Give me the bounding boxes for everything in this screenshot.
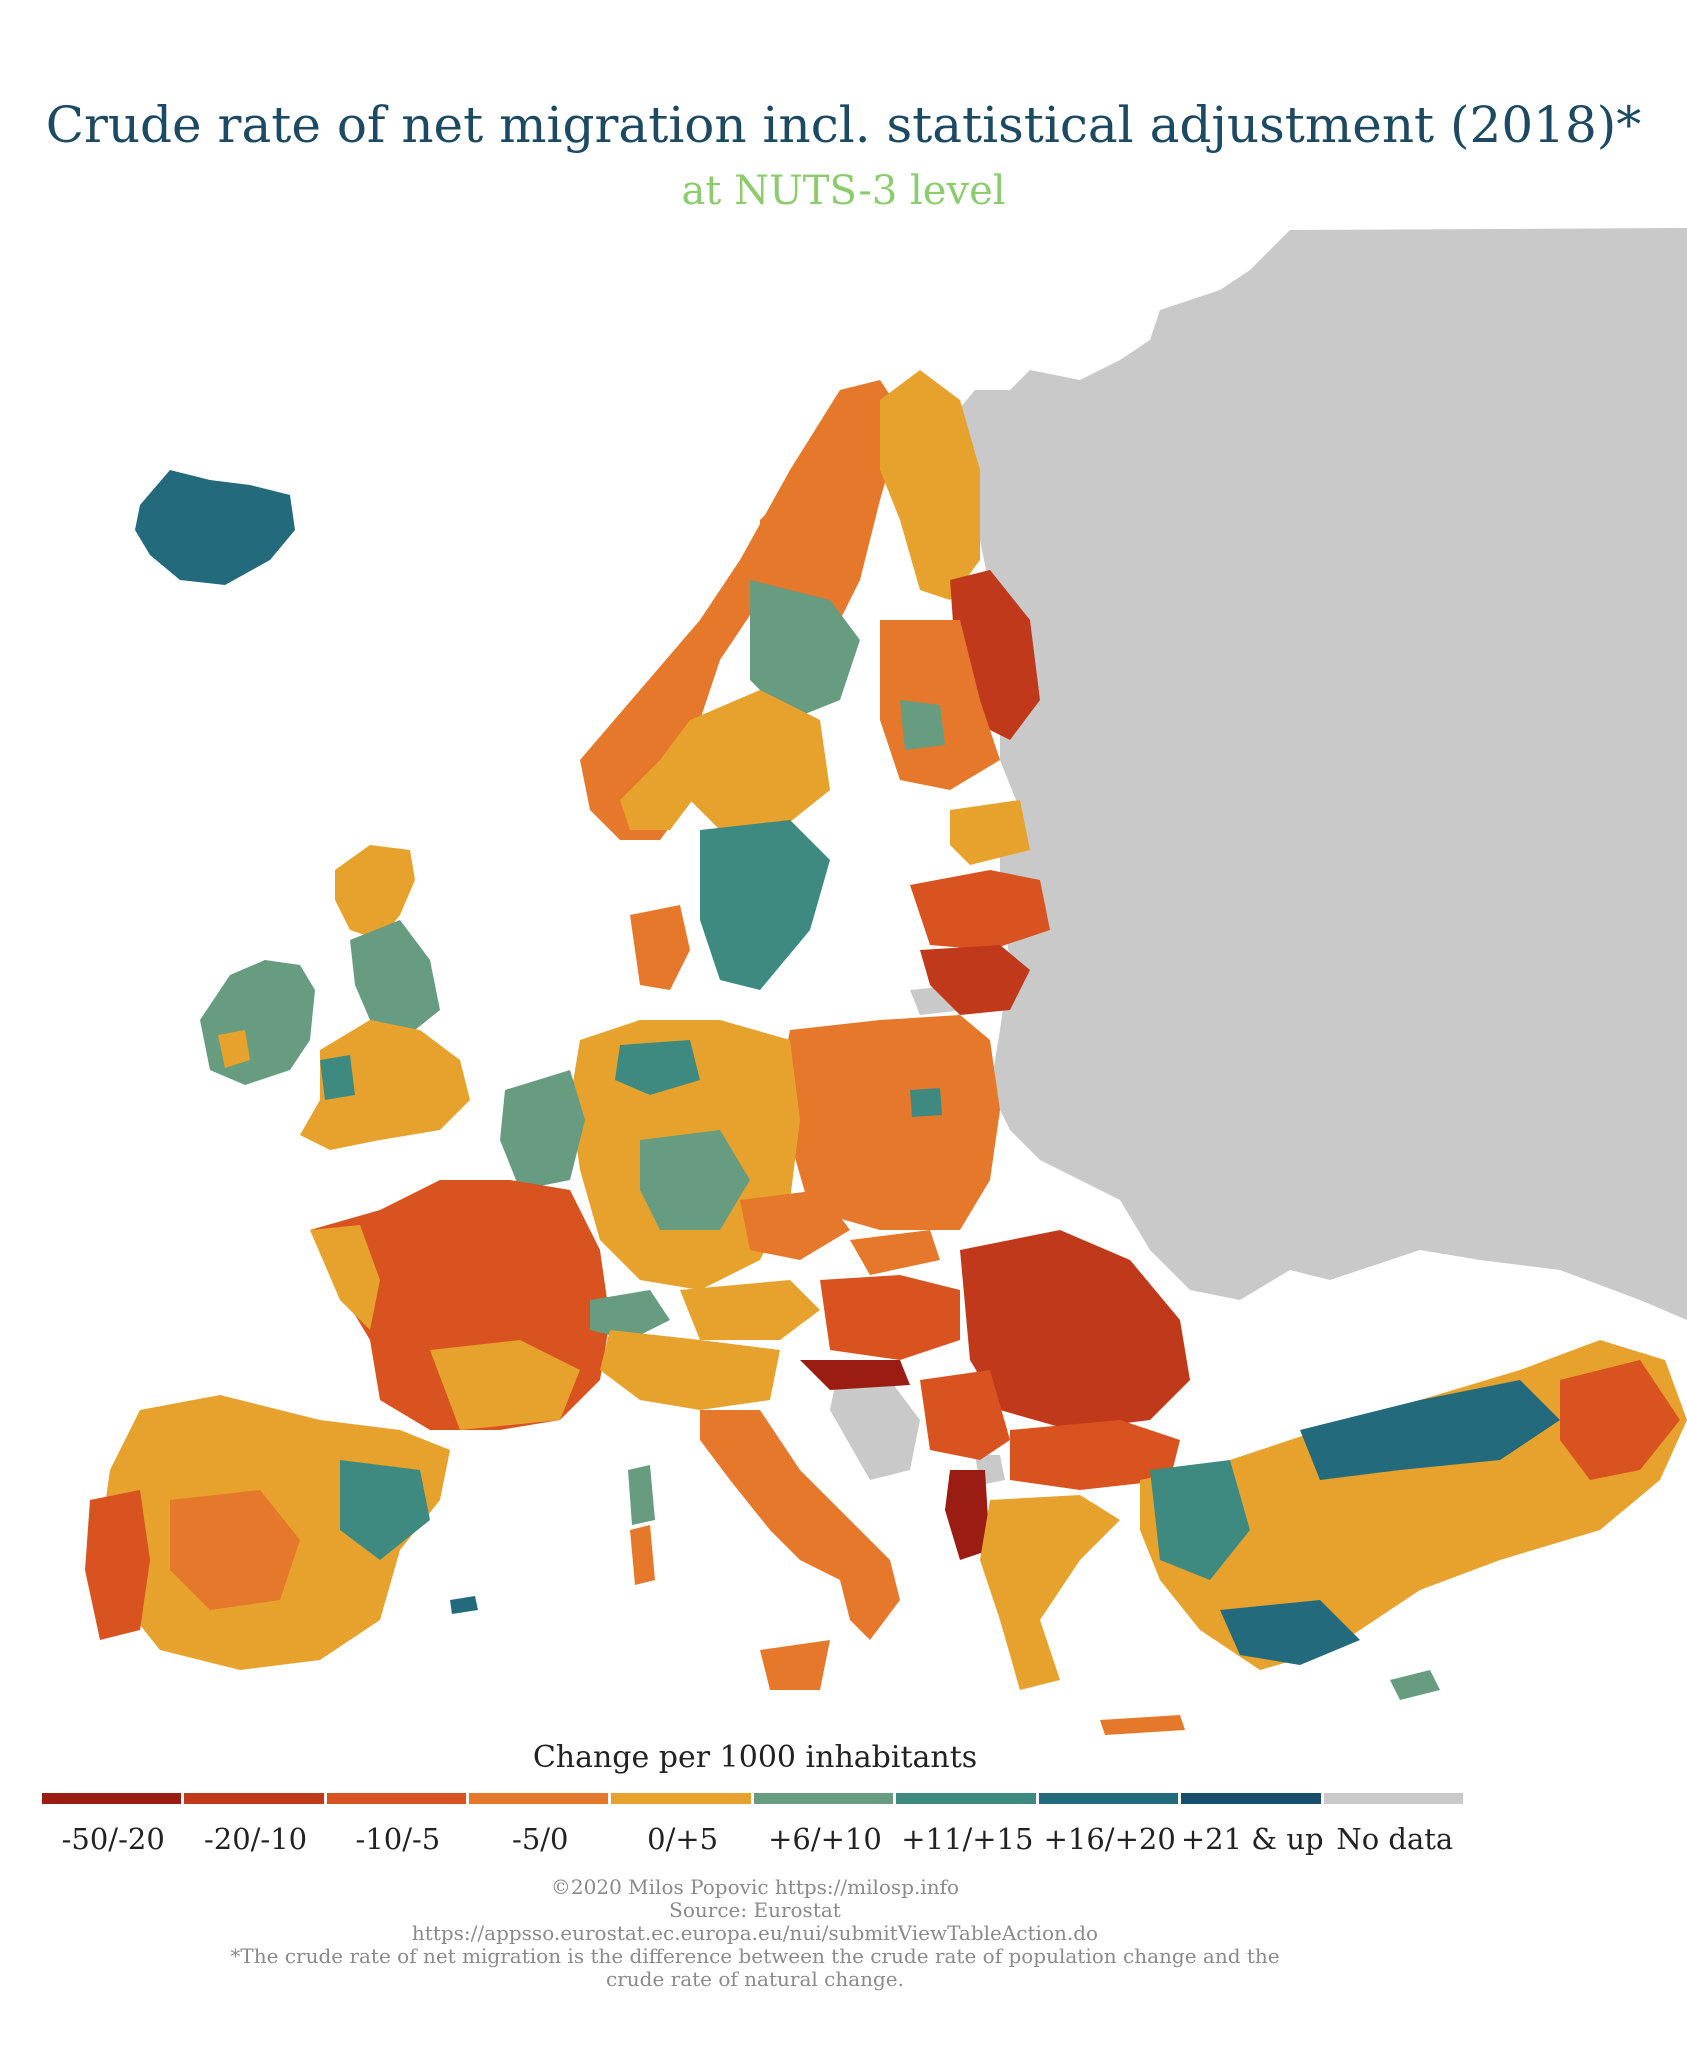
legend-swatch xyxy=(611,1793,754,1804)
legend-swatch xyxy=(469,1793,612,1804)
region-finland-center xyxy=(900,700,945,750)
region-greece xyxy=(980,1495,1120,1690)
region-serbia xyxy=(920,1370,1010,1460)
legend-item: -50/-20 xyxy=(42,1793,185,1856)
region-scotland xyxy=(335,845,415,940)
region-turkey-north xyxy=(1300,1380,1560,1480)
legend-label: +21 & up xyxy=(1180,1822,1324,1856)
region-turkey-east xyxy=(1560,1360,1680,1480)
no-data-region-bosnia xyxy=(830,1380,920,1480)
legend-swatch xyxy=(184,1793,327,1804)
region-benelux xyxy=(500,1070,585,1190)
region-sweden-south xyxy=(700,820,830,990)
region-finland-north xyxy=(880,370,980,600)
region-germany-north xyxy=(615,1040,700,1095)
region-albania xyxy=(945,1470,990,1560)
region-turkey-west xyxy=(1150,1460,1250,1580)
map-title: Crude rate of net migration incl. statis… xyxy=(45,96,1642,154)
region-iceland xyxy=(135,470,295,585)
legend-item: No data xyxy=(1323,1793,1466,1856)
region-slovakia xyxy=(850,1230,940,1275)
region-wales xyxy=(320,1055,355,1100)
legend-item: +21 & up xyxy=(1180,1793,1324,1856)
region-austria xyxy=(680,1280,820,1340)
region-sardinia xyxy=(628,1465,655,1525)
region-romania xyxy=(960,1230,1190,1430)
legend-label: -50/-20 xyxy=(61,1822,165,1856)
region-germany-central xyxy=(640,1130,750,1230)
region-poland xyxy=(780,1015,1000,1230)
legend-label: -10/-5 xyxy=(355,1822,441,1856)
region-sicily xyxy=(760,1640,830,1690)
region-croatia xyxy=(800,1360,910,1390)
legend-item: -10/-5 xyxy=(326,1793,470,1856)
region-spain-east xyxy=(340,1460,430,1560)
legend-label: 0/+5 xyxy=(647,1822,719,1856)
legend-title: Change per 1000 inhabitants xyxy=(532,1740,978,1775)
region-bulgaria xyxy=(1010,1420,1180,1490)
legend-swatch xyxy=(753,1793,897,1804)
legend-swatch xyxy=(326,1793,470,1804)
credit-author: ©2020 Milos Popovic https://milosp.info xyxy=(550,1875,960,1899)
region-ireland xyxy=(200,960,315,1085)
region-england-south xyxy=(300,1020,470,1150)
region-spain-center xyxy=(170,1490,300,1610)
region-czechia xyxy=(740,1190,850,1260)
region-switzerland xyxy=(590,1290,670,1340)
region-corsica xyxy=(630,1525,655,1585)
legend-item: +6/+10 xyxy=(753,1793,897,1856)
region-sweden-mid xyxy=(690,690,830,830)
region-italy-north xyxy=(600,1330,780,1410)
region-balearic xyxy=(450,1596,478,1614)
legend-label: +11/+15 xyxy=(901,1822,1034,1856)
legend-swatch xyxy=(896,1793,1039,1804)
credit-note: *The crude rate of net migration is the … xyxy=(230,1944,1280,1991)
region-portugal xyxy=(85,1490,150,1640)
credit-url: https://appsso.eurostat.ec.europa.eu/nui… xyxy=(411,1921,1099,1945)
region-cyprus xyxy=(1390,1670,1440,1700)
legend-item: +16/+20 xyxy=(1038,1793,1181,1856)
legend-item: -5/0 xyxy=(469,1793,612,1856)
legend-label: +6/+10 xyxy=(768,1822,882,1856)
legend-label: No data xyxy=(1336,1822,1454,1856)
region-denmark xyxy=(630,905,690,990)
legend: -50/-20 -20/-10 -10/-5 -5/0 0/+5 +6/+10 +11/+1… xyxy=(42,1793,1466,1856)
legend-label: -5/0 xyxy=(512,1822,569,1856)
legend-label: -20/-10 xyxy=(203,1822,308,1856)
region-lithuania xyxy=(920,945,1030,1015)
region-hungary xyxy=(820,1275,960,1360)
region-turkey-south xyxy=(1220,1600,1360,1665)
europe-map xyxy=(85,228,1687,1735)
region-poland-warsaw xyxy=(910,1088,942,1117)
region-norway-fjords xyxy=(620,720,700,830)
legend-swatch xyxy=(42,1793,185,1804)
region-ireland-west xyxy=(218,1030,250,1068)
region-sweden-central xyxy=(750,580,860,720)
credits: ©2020 Milos Popovic https://milosp.info … xyxy=(0,1876,1510,1991)
legend-swatch xyxy=(1038,1793,1181,1804)
no-data-region-east xyxy=(950,228,1687,1320)
legend-swatch xyxy=(1180,1793,1324,1804)
region-france-west xyxy=(310,1225,380,1330)
map-subtitle: at NUTS-3 level xyxy=(681,168,1006,214)
region-italy-peninsula xyxy=(700,1410,900,1640)
legend-item: 0/+5 xyxy=(611,1793,754,1856)
region-estonia xyxy=(950,800,1030,865)
region-france-south xyxy=(430,1340,580,1430)
legend-swatch xyxy=(1323,1793,1466,1804)
legend-item: +11/+15 xyxy=(896,1793,1039,1856)
region-crete xyxy=(1100,1715,1185,1735)
legend-label: +16/+20 xyxy=(1043,1822,1176,1856)
legend-item: -20/-10 xyxy=(184,1793,327,1856)
region-england-north xyxy=(350,920,440,1030)
region-latvia xyxy=(910,870,1050,950)
credit-source: Source: Eurostat xyxy=(669,1898,841,1922)
